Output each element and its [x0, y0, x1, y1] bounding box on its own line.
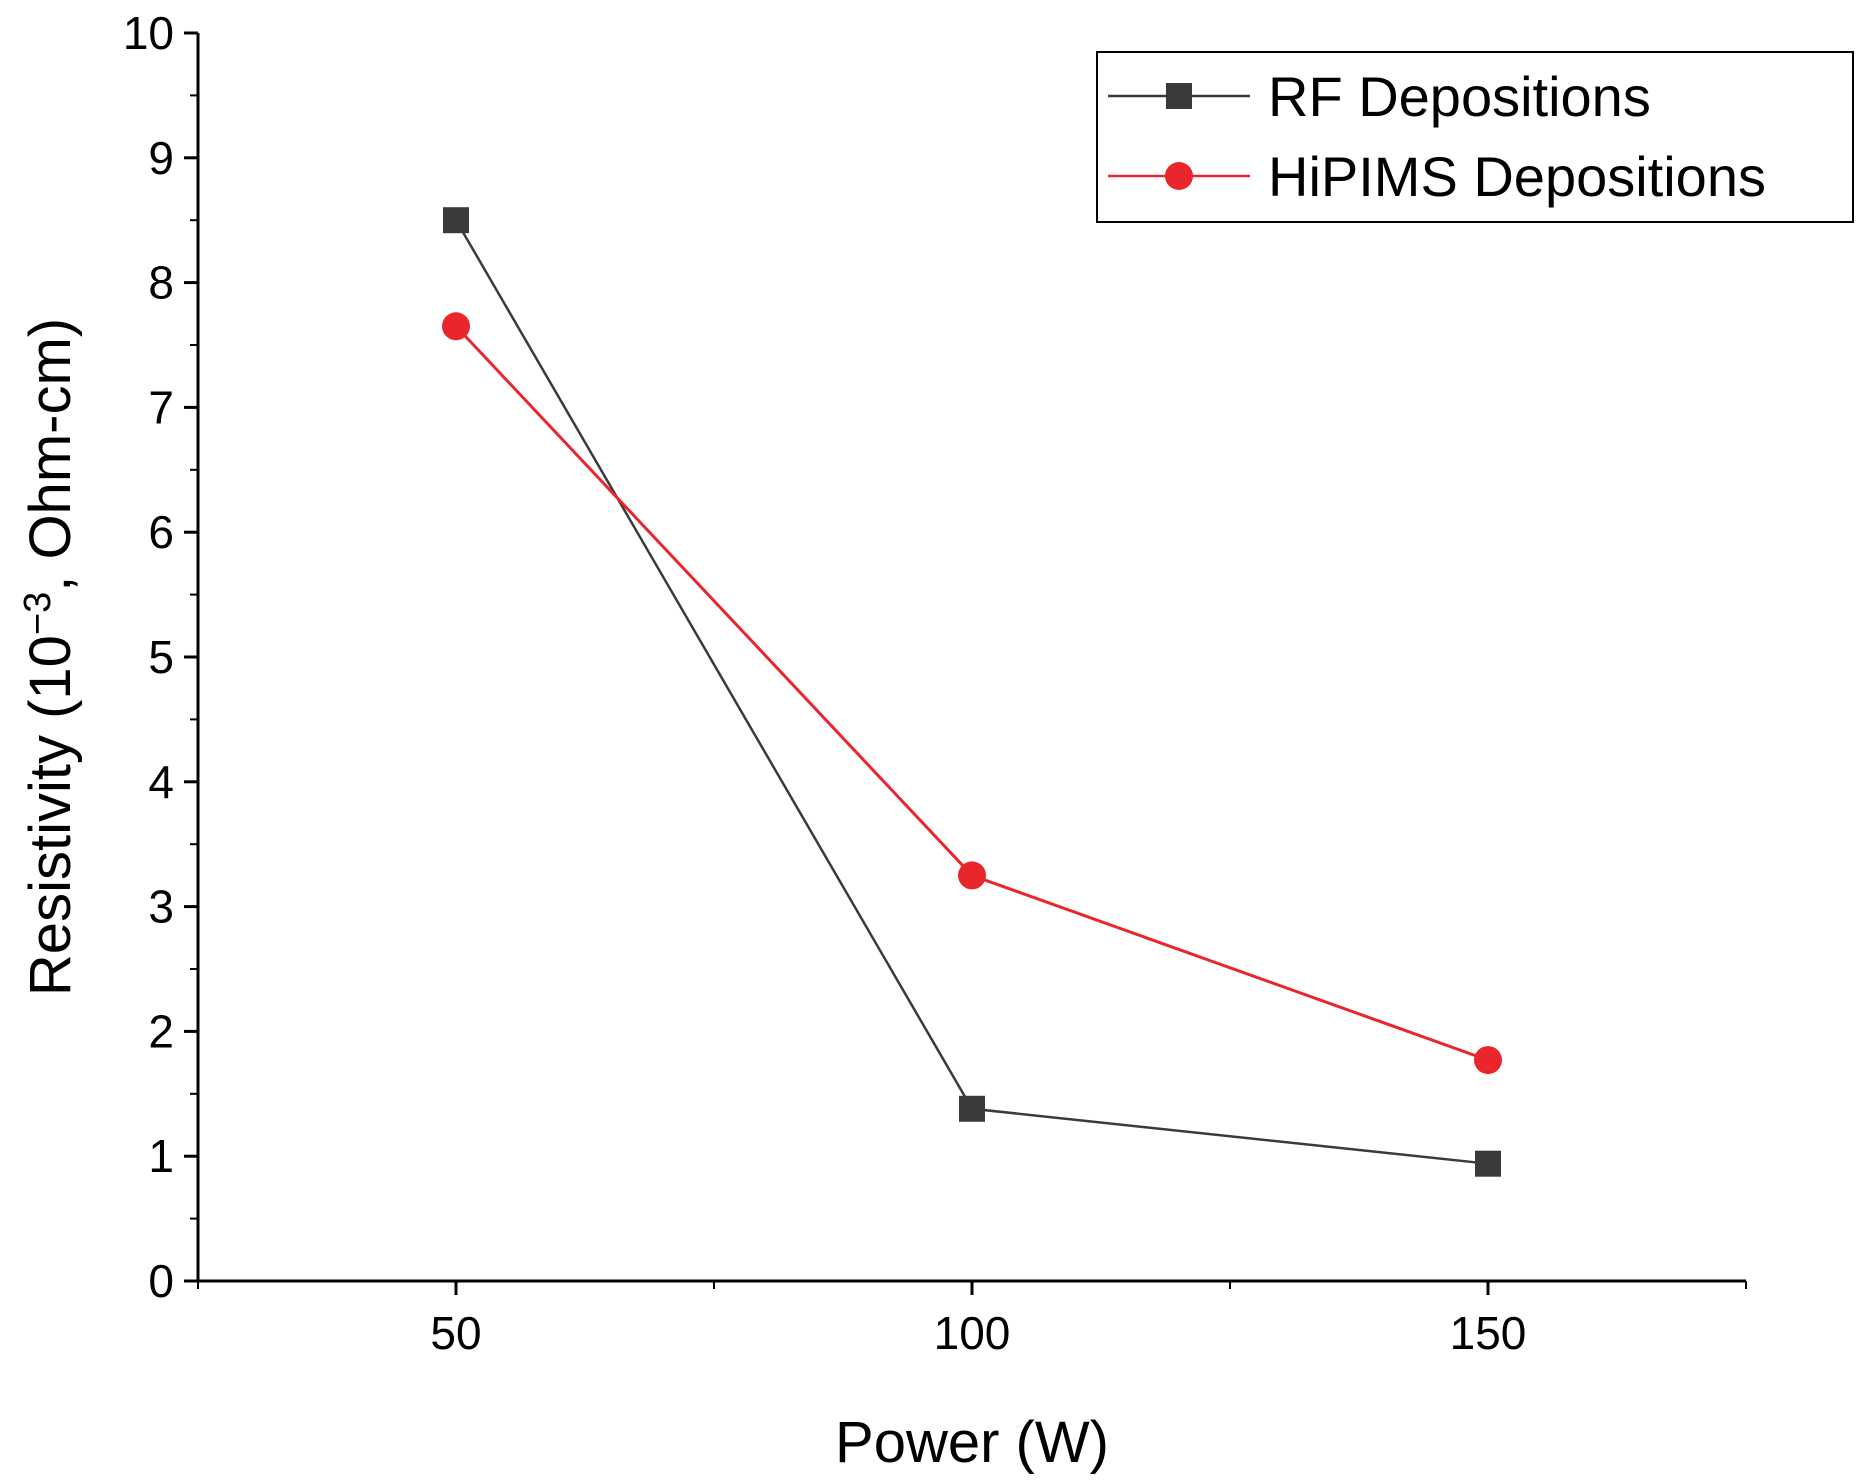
y-axis-title-superscript: −3: [17, 592, 59, 635]
y-axis-title: Resistivity (10−3, Ohm-cm): [17, 318, 83, 996]
y-tick-label: 9: [148, 132, 174, 184]
legend: RF Depositions HiPIMS Depositions: [1096, 51, 1854, 223]
rf-data-point: [443, 207, 469, 234]
y-axis-title-suffix: , Ohm-cm): [18, 318, 83, 592]
x-tick-label: 100: [934, 1307, 1011, 1359]
y-tick-label: 3: [148, 881, 174, 933]
y-tick-label: 1: [148, 1130, 174, 1182]
legend-rf-marker: [1166, 83, 1192, 109]
series-line-rf: [454, 219, 1489, 1165]
x-tick-label: 50: [430, 1307, 481, 1359]
legend-box: [1096, 51, 1854, 223]
series-line-hipims: [454, 325, 1489, 1062]
series-layer: [442, 207, 1502, 1177]
y-tick-label: 2: [148, 1005, 174, 1057]
y-tick-label: 4: [148, 756, 174, 808]
y-tick-label: 6: [148, 506, 174, 558]
y-axis-title-prefix: Resistivity (10: [18, 635, 83, 996]
y-tick-label: 0: [148, 1255, 174, 1307]
x-axis-title: Power (W): [835, 1410, 1109, 1475]
y-tick-label: 7: [148, 381, 174, 433]
rf-data-point: [1475, 1150, 1501, 1177]
x-ticks: 50 100 150: [197, 1281, 1747, 1359]
y-tick-label: 10: [123, 7, 174, 59]
rf-data-point: [959, 1095, 985, 1122]
legend-hipims-marker: [1165, 162, 1193, 190]
legend-hipims-label: HiPIMS Depositions: [1268, 145, 1766, 208]
hipims-data-point: [442, 312, 470, 341]
y-tick-label: 5: [148, 631, 174, 683]
y-ticks: 0 1 2 3 4 5 6 7 8 9 10: [123, 7, 198, 1307]
x-tick-label: 150: [1450, 1307, 1527, 1359]
hipims-data-point: [1474, 1046, 1502, 1075]
hipims-data-point: [958, 861, 986, 890]
y-tick-label: 8: [148, 257, 174, 309]
legend-rf-label: RF Depositions: [1268, 65, 1651, 128]
